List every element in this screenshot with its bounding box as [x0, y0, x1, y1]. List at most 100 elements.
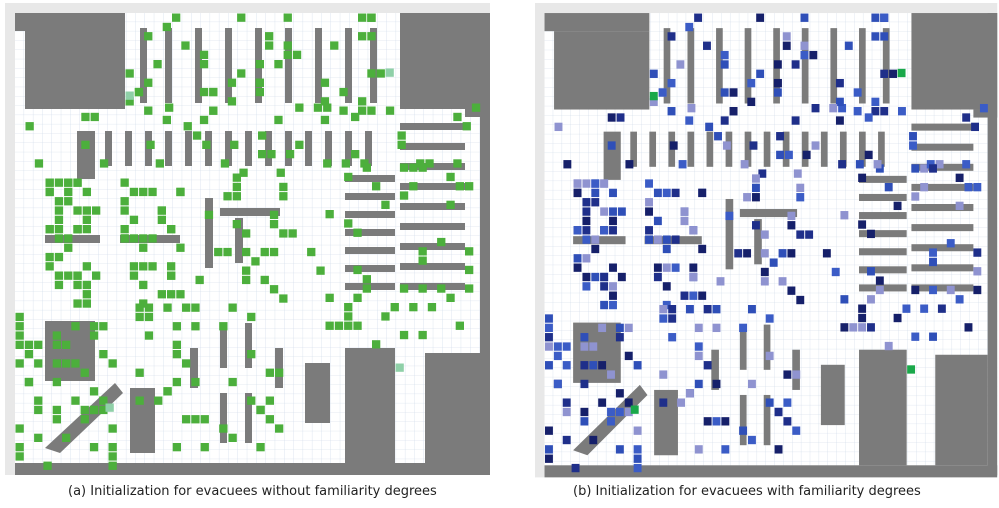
evacuee — [109, 452, 117, 460]
evacuee — [713, 380, 721, 388]
evacuee — [812, 104, 820, 112]
evacuee — [609, 226, 617, 234]
evacuee — [681, 292, 689, 300]
evacuee — [739, 324, 747, 332]
evacuee — [205, 211, 213, 219]
evacuee — [223, 192, 231, 200]
evacuee — [787, 212, 795, 220]
evacuee — [563, 361, 571, 369]
evacuee — [668, 314, 676, 322]
evacuee — [867, 267, 875, 275]
evacuee — [353, 294, 361, 302]
evacuee — [419, 257, 427, 265]
evacuee — [898, 107, 906, 115]
evacuee — [756, 70, 764, 78]
evacuee — [99, 350, 107, 358]
evacuee — [721, 116, 729, 124]
evacuee — [686, 305, 694, 313]
evacuee — [608, 113, 616, 121]
evacuee — [463, 122, 471, 130]
evacuee — [419, 247, 427, 255]
evacuee — [761, 230, 769, 238]
evacuee — [144, 107, 152, 115]
evacuee — [145, 304, 153, 312]
evacuee — [55, 216, 63, 224]
evacuee — [62, 434, 70, 442]
evacuee — [367, 69, 375, 77]
evacuee — [545, 427, 553, 435]
evacuee — [956, 202, 964, 210]
evacuee — [391, 303, 399, 311]
evacuee — [398, 141, 406, 149]
evacuee — [672, 189, 680, 197]
evacuee — [25, 350, 33, 358]
evacuee — [545, 361, 553, 369]
evacuee — [823, 249, 831, 257]
evacuee — [286, 150, 294, 158]
evacuee — [838, 160, 846, 168]
evacuee — [145, 313, 153, 321]
evacuee — [792, 427, 800, 435]
evacuee — [600, 179, 608, 187]
evacuee — [618, 273, 626, 281]
evacuee — [721, 51, 729, 59]
evacuee — [135, 88, 143, 96]
evacuee — [372, 182, 380, 190]
evacuee — [62, 359, 70, 367]
evacuee — [367, 14, 375, 22]
evacuee — [929, 248, 937, 256]
evacuee — [363, 284, 371, 292]
evacuee — [721, 88, 729, 96]
evacuee — [35, 159, 43, 167]
evacuee — [685, 23, 693, 31]
evacuee — [196, 276, 204, 284]
evacuee — [73, 281, 81, 289]
evacuee — [801, 14, 809, 22]
evacuee — [351, 113, 359, 121]
evacuee — [144, 32, 152, 40]
evacuee — [775, 445, 783, 453]
evacuee — [279, 229, 287, 237]
evacuee — [685, 116, 693, 124]
evacuee — [574, 254, 582, 262]
evacuee — [591, 245, 599, 253]
evacuee — [929, 164, 937, 172]
evacuee — [676, 60, 684, 68]
evacuee — [876, 276, 884, 284]
evacuee — [456, 182, 464, 190]
evacuee — [109, 443, 117, 451]
evacuee — [681, 217, 689, 225]
evacuee — [659, 305, 667, 313]
evacuee — [980, 104, 988, 112]
evacuee — [267, 150, 275, 158]
evacuee — [409, 303, 417, 311]
evacuee — [321, 79, 329, 87]
evacuee — [809, 51, 817, 59]
evacuee — [894, 314, 902, 322]
evacuee — [929, 333, 937, 341]
evacuee — [121, 225, 129, 233]
evacuee — [582, 179, 590, 187]
evacuee — [90, 387, 98, 395]
evacuee — [130, 188, 138, 196]
evacuee — [775, 408, 783, 416]
evacuee — [911, 333, 919, 341]
evacuee — [26, 122, 34, 130]
evacuee — [381, 312, 389, 320]
evacuee — [752, 184, 760, 192]
evacuee — [776, 151, 784, 159]
evacuee — [344, 322, 352, 330]
evacuee — [165, 104, 173, 112]
evacuee — [761, 249, 769, 257]
evacuee — [55, 179, 63, 187]
evacuee — [796, 193, 804, 201]
evacuee — [625, 160, 633, 168]
evacuee — [545, 342, 553, 350]
evacuee — [446, 201, 454, 209]
evacuee — [654, 263, 662, 271]
evacuee — [600, 273, 608, 281]
evacuee — [801, 51, 809, 59]
evacuee — [92, 206, 100, 214]
evacuee — [367, 107, 375, 115]
evacuee — [876, 286, 884, 294]
